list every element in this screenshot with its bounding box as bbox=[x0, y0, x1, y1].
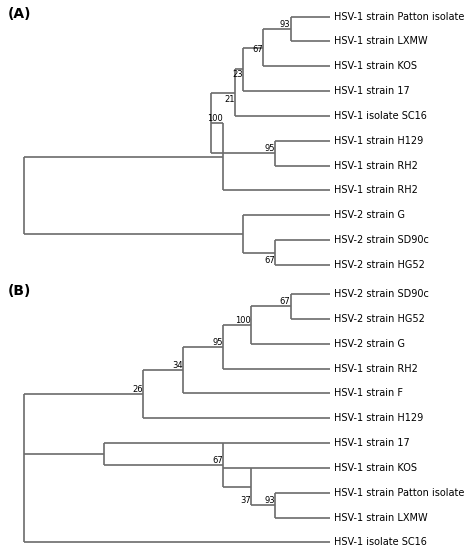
Text: 95: 95 bbox=[212, 338, 223, 347]
Text: 37: 37 bbox=[240, 496, 251, 505]
Text: 67: 67 bbox=[252, 45, 263, 54]
Text: HSV-1 strain RH2: HSV-1 strain RH2 bbox=[334, 160, 418, 170]
Text: HSV-1 isolate SC16: HSV-1 isolate SC16 bbox=[334, 537, 427, 547]
Text: HSV-1 strain H129: HSV-1 strain H129 bbox=[334, 413, 424, 423]
Text: HSV-1 strain LXMW: HSV-1 strain LXMW bbox=[334, 36, 428, 46]
Text: HSV-2 strain SD90c: HSV-2 strain SD90c bbox=[334, 235, 429, 245]
Text: HSV-1 isolate SC16: HSV-1 isolate SC16 bbox=[334, 111, 427, 121]
Text: HSV-1 strain KOS: HSV-1 strain KOS bbox=[334, 463, 417, 473]
Text: HSV-1 strain RH2: HSV-1 strain RH2 bbox=[334, 363, 418, 373]
Text: HSV-2 strain HG52: HSV-2 strain HG52 bbox=[334, 260, 425, 270]
Text: HSV-1 strain 17: HSV-1 strain 17 bbox=[334, 86, 410, 96]
Text: 93: 93 bbox=[280, 20, 291, 29]
Text: HSV-1 strain KOS: HSV-1 strain KOS bbox=[334, 61, 417, 71]
Text: 95: 95 bbox=[264, 144, 274, 153]
Text: 67: 67 bbox=[212, 456, 223, 465]
Text: 26: 26 bbox=[133, 385, 143, 394]
Text: HSV-1 strain LXMW: HSV-1 strain LXMW bbox=[334, 513, 428, 523]
Text: HSV-2 strain HG52: HSV-2 strain HG52 bbox=[334, 314, 425, 324]
Text: 67: 67 bbox=[280, 297, 291, 306]
Text: 21: 21 bbox=[224, 94, 235, 103]
Text: (B): (B) bbox=[8, 284, 31, 298]
Text: 67: 67 bbox=[264, 256, 274, 265]
Text: HSV-1 strain RH2: HSV-1 strain RH2 bbox=[334, 186, 418, 196]
Text: 100: 100 bbox=[207, 114, 223, 123]
Text: HSV-2 strain G: HSV-2 strain G bbox=[334, 210, 405, 220]
Text: HSV-1 strain Patton isolate: HSV-1 strain Patton isolate bbox=[334, 488, 465, 498]
Text: (A): (A) bbox=[8, 7, 32, 21]
Text: 100: 100 bbox=[235, 316, 251, 325]
Text: 34: 34 bbox=[173, 361, 183, 370]
Text: 23: 23 bbox=[232, 70, 243, 79]
Text: HSV-1 strain F: HSV-1 strain F bbox=[334, 389, 403, 399]
Text: HSV-1 strain 17: HSV-1 strain 17 bbox=[334, 438, 410, 448]
Text: HSV-2 strain SD90c: HSV-2 strain SD90c bbox=[334, 289, 429, 299]
Text: HSV-1 strain Patton isolate: HSV-1 strain Patton isolate bbox=[334, 12, 465, 22]
Text: 93: 93 bbox=[264, 496, 274, 505]
Text: HSV-1 strain H129: HSV-1 strain H129 bbox=[334, 136, 424, 146]
Text: HSV-2 strain G: HSV-2 strain G bbox=[334, 339, 405, 349]
